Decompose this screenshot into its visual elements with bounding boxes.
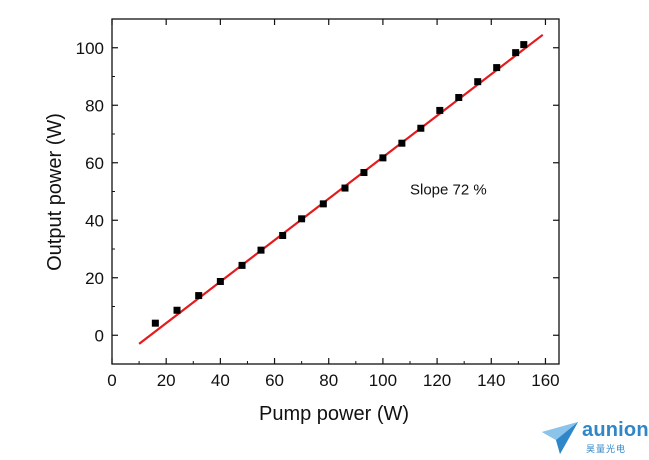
watermark-subtitle: 昊量光电	[586, 445, 627, 455]
data-point	[493, 64, 501, 72]
x-axis-title: Pump power (W)	[259, 403, 409, 425]
y-axis: 0 20 40 60 80 100	[76, 18, 559, 365]
paper-plane-icon	[542, 422, 578, 454]
data-point	[216, 277, 224, 285]
x-axis: 0 20 40 60 80 100 120 140 160	[107, 19, 560, 390]
x-tick-label: 0	[107, 371, 116, 390]
data-point	[455, 93, 463, 101]
fit-line-layer	[138, 33, 544, 345]
x-tick-label: 40	[211, 371, 230, 390]
data-point	[341, 184, 349, 192]
fit-line	[138, 33, 544, 345]
data-point	[151, 319, 159, 327]
data-point	[195, 292, 203, 300]
data-point	[279, 231, 287, 239]
x-tick-label: 60	[265, 371, 284, 390]
data-point	[436, 106, 444, 114]
data-point	[520, 41, 528, 49]
data-point	[417, 124, 425, 132]
y-tick-label: 40	[85, 211, 104, 230]
y-tick-label: 20	[85, 269, 104, 288]
data-point	[379, 154, 387, 162]
data-point	[238, 261, 246, 269]
x-tick-label: 100	[369, 371, 397, 390]
x-tick-label: 20	[157, 371, 176, 390]
data-point	[319, 200, 327, 208]
data-point	[257, 246, 265, 254]
data-point	[398, 139, 406, 147]
y-tick-label: 60	[85, 154, 104, 173]
x-tick-label: 140	[477, 371, 505, 390]
y-tick-label: 100	[76, 39, 104, 58]
watermark-brand: aunion	[582, 419, 649, 441]
x-tick-label: 80	[319, 371, 338, 390]
data-point	[512, 49, 520, 57]
data-point	[298, 215, 306, 223]
data-point	[474, 78, 482, 86]
data-points-layer	[151, 41, 528, 327]
y-tick-label: 0	[95, 326, 104, 345]
slope-annotation: Slope 72 %	[410, 181, 487, 198]
watermark-logo: aunion 昊量光电	[538, 418, 649, 458]
x-tick-label: 120	[423, 371, 451, 390]
x-tick-label: 160	[531, 371, 559, 390]
y-tick-label: 80	[85, 96, 104, 115]
data-point	[360, 169, 368, 177]
y-axis-title: Output power (W)	[44, 113, 66, 271]
data-point	[173, 306, 181, 314]
